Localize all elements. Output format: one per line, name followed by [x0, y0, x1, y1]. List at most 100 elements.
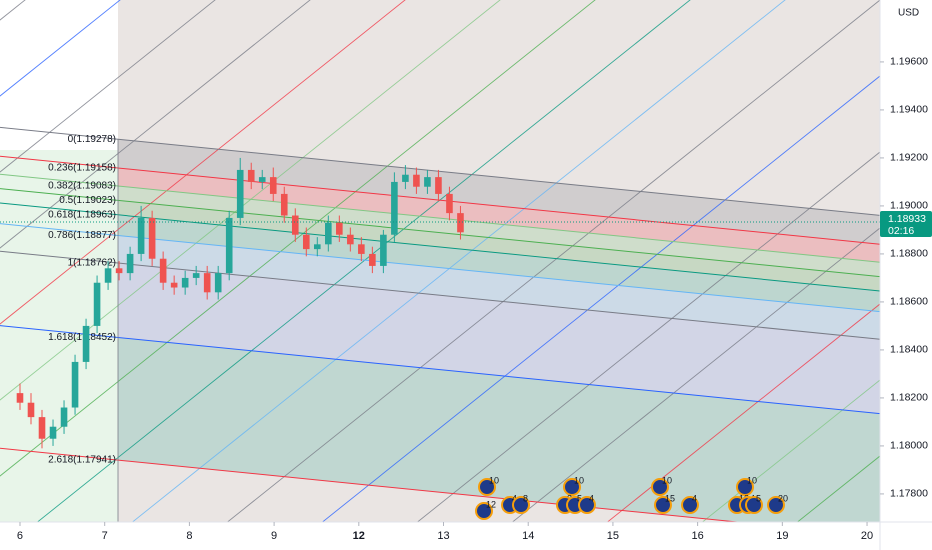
candle-body — [82, 325, 90, 362]
x-tick-label: 9 — [271, 530, 277, 542]
y-tick-label: 1.18400 — [890, 344, 928, 356]
event-count: 12 — [486, 499, 496, 509]
event-badge: 10 — [651, 475, 672, 496]
fan-line — [796, 455, 880, 522]
event-badge: 5 — [745, 493, 763, 514]
fib-zone — [118, 200, 880, 291]
y-tick-label: 1.18800 — [890, 248, 928, 260]
y-tick-label: 1.18600 — [890, 296, 928, 308]
fan-line — [511, 227, 880, 522]
event-icon — [651, 478, 669, 496]
event-icon — [475, 502, 493, 520]
x-tick-label: 20 — [861, 530, 873, 542]
x-tick-label: 15 — [607, 530, 619, 542]
fib-label: 1(1.18762) — [68, 258, 116, 269]
candle-body — [457, 213, 464, 233]
y-tick-label: 1.19200 — [890, 152, 928, 164]
x-tick-label: 14 — [522, 530, 534, 542]
candle-body — [358, 244, 365, 254]
event-icon — [478, 478, 496, 496]
fib-zone — [118, 139, 880, 245]
candle-body — [16, 393, 24, 403]
x-tick-label: 7 — [102, 530, 108, 542]
event-icon — [767, 496, 785, 514]
candle-body — [170, 282, 178, 288]
candle-body — [181, 277, 189, 288]
fib-line — [0, 202, 880, 292]
fib-zone — [118, 168, 880, 263]
candle-body — [71, 361, 79, 408]
fib-label: 1.618(1.18452) — [48, 332, 116, 343]
event-badge: 12 — [475, 499, 496, 520]
event-badge: 20 — [767, 493, 788, 514]
fib-line — [0, 126, 880, 216]
candle-body — [302, 234, 310, 250]
candle-body — [192, 273, 200, 278]
last-price-label: 1.18933 — [888, 213, 926, 225]
y-tick-label: 1.17800 — [890, 488, 928, 500]
fib-label: 0.236(1.19158) — [48, 163, 116, 174]
event-icon — [681, 496, 699, 514]
candle-body — [325, 222, 332, 245]
currency: USD — [898, 8, 919, 19]
fan-line — [0, 0, 501, 401]
candle-body — [137, 217, 145, 254]
fib-line — [0, 250, 880, 340]
fan-line — [0, 0, 216, 173]
fib-label: 0(1.19278) — [68, 134, 116, 145]
event-icon — [512, 496, 530, 514]
event-badge: 10 — [563, 475, 584, 496]
candle-body — [104, 268, 112, 283]
fib-label: 2.618(1.17941) — [48, 455, 116, 466]
fib-line — [0, 188, 880, 278]
candle-body — [446, 193, 453, 214]
top-zone — [118, 0, 880, 522]
candle-body — [126, 253, 134, 274]
candle-body — [148, 217, 156, 259]
x-tick-label: 16 — [692, 530, 704, 542]
candle-body — [402, 174, 409, 182]
fan-line — [701, 379, 880, 522]
event-count: 10 — [747, 475, 757, 485]
event-icon — [736, 478, 754, 496]
event-icon — [745, 496, 763, 514]
event-count: 4 — [512, 493, 517, 503]
event-count: 20 — [778, 493, 788, 503]
fan-line — [321, 75, 880, 522]
event-count: 10 — [489, 475, 499, 485]
event-count: 5 — [577, 493, 582, 503]
fib-label: 0.382(1.19083) — [48, 181, 116, 192]
fan-line — [0, 0, 311, 249]
event-icon — [654, 496, 672, 514]
candle-body — [159, 258, 167, 283]
event-badge: 4 — [578, 493, 596, 514]
fib-zone — [118, 235, 880, 340]
fan-line — [0, 0, 406, 325]
candle-body — [27, 402, 35, 418]
candle-body — [435, 177, 442, 194]
candle-body — [269, 177, 277, 194]
fan-line — [606, 303, 880, 522]
fib-label: 0.5(1.19023) — [59, 195, 116, 206]
event-count: 8 — [523, 493, 528, 503]
x-tick-label: 13 — [437, 530, 449, 542]
y-tick-label: 1.19600 — [890, 56, 928, 68]
candle-body — [247, 169, 255, 182]
fan-line — [0, 0, 121, 97]
candle-body — [49, 426, 57, 439]
fib-line — [0, 325, 880, 415]
y-tick-label: 1.19000 — [890, 200, 928, 212]
y-tick-label: 1.19400 — [890, 104, 928, 116]
candle-body — [225, 217, 233, 274]
event-badge: 4 — [681, 493, 699, 514]
fan-line — [0, 0, 596, 477]
candle-body — [93, 282, 101, 326]
fib-zone — [118, 337, 880, 522]
candle-body — [280, 193, 288, 216]
last-price-tag — [880, 211, 932, 237]
x-tick-label: 6 — [17, 530, 23, 542]
fib-line — [0, 173, 880, 263]
fib-zone — [118, 186, 880, 277]
